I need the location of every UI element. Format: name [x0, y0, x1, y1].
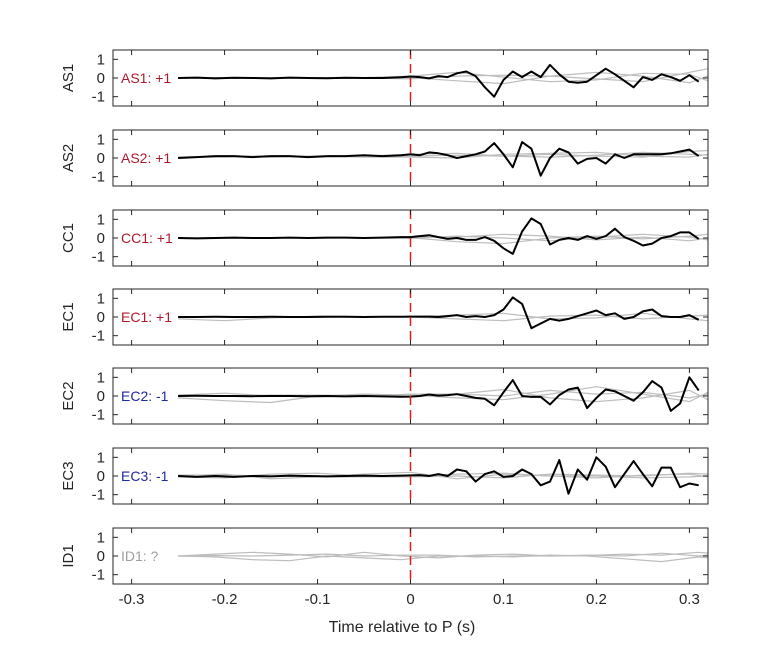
x-tick-label: -0.3: [119, 591, 145, 608]
y-tick-label: 1: [97, 131, 105, 148]
y-tick-label: 0: [97, 548, 105, 565]
panel-as2: -1 0 1 AS2 AS2: +1: [60, 129, 709, 187]
y-tick-label: -1: [92, 249, 105, 266]
plot-area: [178, 289, 708, 345]
polarity-label: AS1: +1: [121, 70, 171, 86]
plot-area: [178, 368, 708, 424]
y-tick-label: 1: [97, 529, 105, 546]
y-tick-label: -1: [92, 169, 105, 186]
station-axis-label: EC1: [60, 302, 77, 331]
panel-id1: -1 0 1 ID1 ID1: ?: [60, 527, 709, 585]
x-tick-label: -0.2: [212, 591, 238, 608]
plot-area: [178, 528, 708, 584]
station-axis-label: ID1: [60, 544, 77, 567]
main-trace: [178, 456, 699, 495]
polarity-label: CC1: +1: [121, 230, 173, 246]
y-tick-label: -1: [92, 567, 105, 584]
plot-area: [178, 210, 708, 266]
panel-cc1: -1 0 1 CC1 CC1: +1: [60, 209, 709, 267]
background-trace-1: [178, 314, 708, 322]
background-trace-1: [178, 471, 708, 480]
x-tick-label: -0.1: [305, 591, 331, 608]
polarity-label: ID1: ?: [121, 548, 159, 564]
y-tick-label: -1: [92, 487, 105, 504]
plot-area: [178, 448, 708, 504]
y-tick-label: 1: [97, 290, 105, 307]
y-tick-label: 1: [97, 211, 105, 228]
panels-group: -1 0 1 AS1 AS1: +1 -1 0 1 AS2 AS2: +1 -1 0 1 CC1 CC1: …: [60, 49, 709, 585]
main-trace: [178, 141, 700, 177]
main-trace: [178, 217, 700, 255]
y-tick-label: 0: [97, 468, 105, 485]
x-axis: -0.3 -0.2 -0.1 0 0.1 0.2 0.3: [119, 591, 700, 608]
plot-area: [178, 50, 708, 106]
polarity-label: EC3: -1: [121, 468, 169, 484]
y-tick-label: -1: [92, 89, 105, 106]
y-tick-label: 0: [97, 388, 105, 405]
y-tick-label: 0: [97, 70, 105, 87]
x-tick-label: 0.2: [586, 591, 607, 608]
x-tick-label: 0: [406, 591, 414, 608]
y-tick-label: -1: [92, 407, 105, 424]
y-tick-label: 0: [97, 309, 105, 326]
station-axis-label: EC2: [60, 381, 77, 410]
panel-ec2: -1 0 1 EC2 EC2: -1: [60, 367, 709, 425]
polarity-label: EC2: -1: [121, 388, 169, 404]
polarity-label: AS2: +1: [121, 150, 171, 166]
y-tick-label: -1: [92, 328, 105, 345]
main-trace: [178, 296, 700, 330]
station-axis-label: AS2: [60, 144, 77, 172]
station-axis-label: AS1: [60, 64, 77, 92]
panel-ec3: -1 0 1 EC3 EC3: -1: [60, 447, 709, 505]
background-trace-1: [178, 386, 708, 404]
background-trace-3: [178, 551, 708, 558]
y-tick-label: 1: [97, 51, 105, 68]
y-tick-label: 0: [97, 230, 105, 247]
main-trace: [178, 63, 700, 98]
polarity-label: EC1: +1: [121, 309, 172, 325]
y-tick-label: 1: [97, 369, 105, 386]
panel-ec1: -1 0 1 EC1 EC1: +1: [60, 288, 709, 346]
y-tick-label: 0: [97, 150, 105, 167]
station-axis-label: EC3: [60, 461, 77, 490]
plot-area: [178, 130, 708, 186]
y-tick-label: 1: [97, 449, 105, 466]
x-tick-label: 0.3: [679, 591, 700, 608]
panel-as1: -1 0 1 AS1 AS1: +1: [60, 49, 709, 107]
x-axis-label: Time relative to P (s): [329, 619, 476, 636]
station-axis-label: CC1: [60, 223, 77, 253]
main-trace: [178, 376, 700, 412]
x-tick-label: 0.1: [493, 591, 514, 608]
